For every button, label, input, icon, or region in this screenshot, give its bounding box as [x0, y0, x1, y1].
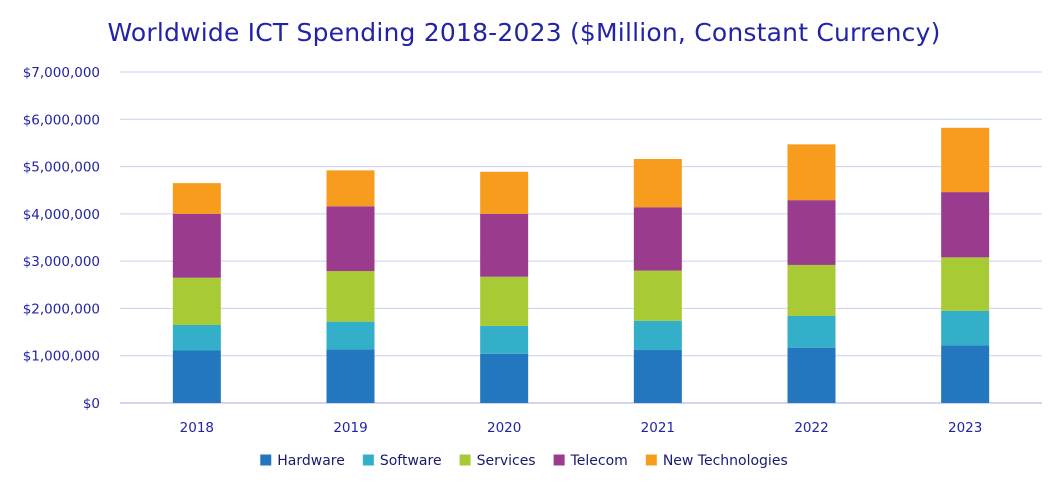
legend-label: Services: [477, 453, 536, 469]
x-tick-label: 2018: [180, 420, 214, 436]
bar-segment-telecom: [480, 213, 529, 277]
bar-segment-hardware: [326, 349, 375, 403]
bar-segment-hardware: [633, 350, 682, 403]
legend-label: Software: [380, 453, 442, 469]
bar-segment-new-technologies: [480, 171, 529, 214]
x-tick-label: 2019: [333, 420, 367, 436]
bar-segment-software: [326, 321, 375, 350]
bar-segment-hardware: [787, 347, 836, 403]
bar-segment-new-technologies: [172, 183, 221, 214]
bar-segment-software: [172, 324, 221, 351]
bar-segment-new-technologies: [941, 127, 990, 193]
chart-title: Worldwide ICT Spending 2018-2023 ($Milli…: [107, 18, 941, 47]
legend-label: Telecom: [570, 453, 628, 469]
legend-item: Hardware: [260, 453, 345, 469]
legend-swatch: [362, 454, 374, 466]
x-tick-label: 2020: [487, 420, 521, 436]
legend-label: Hardware: [277, 453, 345, 469]
bar-segment-software: [787, 315, 836, 348]
legend-label: New Technologies: [663, 453, 788, 469]
bar-segment-software: [480, 325, 529, 354]
y-tick-label: $0: [83, 396, 100, 412]
bar-segment-telecom: [941, 192, 990, 258]
y-tick-label: $6,000,000: [23, 112, 100, 128]
bar-segment-telecom: [633, 207, 682, 271]
bar-segment-software: [633, 320, 682, 351]
legend-swatch: [459, 454, 471, 466]
bar-segment-telecom: [172, 213, 221, 278]
x-tick-label: 2022: [794, 420, 828, 436]
bar-segment-services: [480, 276, 529, 326]
legend-swatch: [645, 454, 657, 466]
legend-item: Services: [459, 453, 536, 469]
x-tick-label: 2021: [641, 420, 675, 436]
y-tick-label: $3,000,000: [23, 254, 100, 270]
y-tick-label: $5,000,000: [23, 160, 100, 176]
bar-segment-services: [787, 264, 836, 316]
x-tick-label: 2023: [948, 420, 982, 436]
bar-segment-services: [633, 270, 682, 321]
y-tick-label: $7,000,000: [23, 65, 100, 81]
legend-item: Software: [362, 453, 442, 469]
legend-swatch: [260, 454, 272, 466]
bar-segment-software: [941, 310, 990, 346]
bar-segment-services: [941, 257, 990, 311]
y-tick-label: $1,000,000: [23, 349, 100, 365]
bar-segment-hardware: [172, 350, 221, 403]
y-tick-label: $2,000,000: [23, 301, 100, 317]
legend-item: New Technologies: [645, 453, 788, 469]
legend-swatch: [553, 454, 565, 466]
legend-item: Telecom: [553, 453, 628, 469]
y-tick-label: $4,000,000: [23, 207, 100, 223]
bar-segment-services: [172, 277, 221, 325]
bar-segment-new-technologies: [787, 144, 836, 201]
bar-segment-new-technologies: [633, 159, 682, 208]
bar-segment-telecom: [787, 200, 836, 265]
bar-segment-telecom: [326, 206, 375, 272]
bar-segment-hardware: [941, 345, 990, 403]
bar-segment-new-technologies: [326, 170, 375, 207]
bar-segment-hardware: [480, 353, 529, 403]
bar-segment-services: [326, 271, 375, 322]
